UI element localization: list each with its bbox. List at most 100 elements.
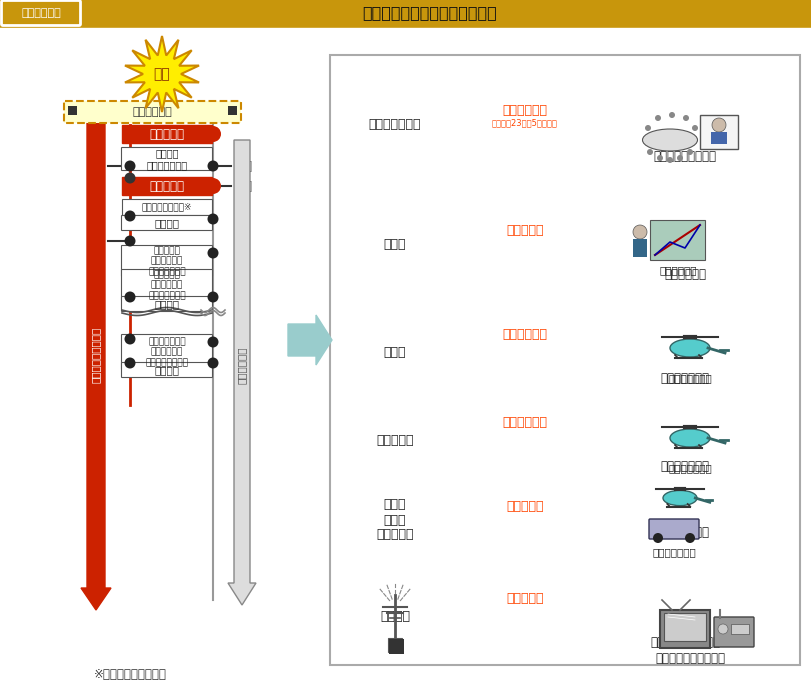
Bar — [392, 639, 394, 642]
Text: 通常時の流れ: 通常時の流れ — [237, 346, 247, 384]
FancyBboxPatch shape — [649, 519, 699, 539]
Bar — [633, 239, 647, 257]
Circle shape — [122, 126, 138, 142]
Ellipse shape — [670, 429, 710, 447]
Circle shape — [125, 161, 135, 171]
Bar — [398, 642, 401, 644]
Bar — [395, 645, 397, 647]
Text: 図２－３－３: 図２－３－３ — [21, 8, 61, 18]
Text: 震度５弱以上: 震度５弱以上 — [503, 328, 547, 340]
Circle shape — [653, 533, 663, 543]
Text: 各地の震度
に関する情報
（震度１以上）: 各地の震度 に関する情報 （震度１以上） — [148, 270, 186, 300]
Circle shape — [718, 624, 728, 634]
Text: 津波情報: 津波情報 — [155, 365, 179, 375]
Bar — [389, 648, 392, 651]
Bar — [228, 106, 237, 115]
Circle shape — [685, 533, 695, 543]
Bar — [395, 648, 397, 651]
Bar — [395, 651, 397, 653]
Text: 震度３以上: 震度３以上 — [506, 593, 543, 606]
Bar — [401, 645, 404, 647]
Text: 報道機関: 報道機関 — [380, 611, 410, 624]
FancyBboxPatch shape — [122, 270, 212, 301]
Bar — [398, 651, 401, 653]
Text: 震度４以上: 震度４以上 — [506, 500, 543, 513]
Circle shape — [647, 149, 653, 155]
FancyBboxPatch shape — [2, 1, 80, 26]
Circle shape — [205, 126, 221, 142]
Ellipse shape — [670, 339, 710, 357]
Bar — [395, 639, 397, 642]
Bar — [388, 638, 402, 652]
Circle shape — [687, 149, 693, 155]
Text: 津波警報等: 津波警報等 — [149, 128, 184, 141]
Text: 震源・震度
に関する情報
（震度３以上）: 震源・震度 に関する情報 （震度３以上） — [148, 246, 186, 276]
Bar — [392, 648, 394, 651]
Bar — [401, 651, 404, 653]
Text: 内閣府: 内閣府 — [384, 238, 406, 252]
Bar — [392, 642, 394, 644]
Circle shape — [208, 161, 218, 171]
Circle shape — [669, 112, 675, 118]
Circle shape — [692, 125, 698, 131]
Circle shape — [633, 225, 647, 239]
Bar — [398, 639, 401, 642]
Text: ２分: ２分 — [88, 159, 102, 173]
Text: 地震: 地震 — [153, 67, 170, 81]
Circle shape — [205, 178, 221, 194]
Text: テレビ・ラジオで速報: テレビ・ラジオで速報 — [655, 651, 725, 665]
FancyBboxPatch shape — [122, 148, 212, 170]
Bar — [392, 651, 394, 653]
Bar — [711, 132, 727, 144]
Circle shape — [667, 157, 673, 163]
Circle shape — [208, 247, 218, 258]
Circle shape — [645, 125, 651, 131]
FancyBboxPatch shape — [714, 617, 754, 647]
Text: ２分: ２分 — [238, 159, 252, 173]
FancyBboxPatch shape — [122, 297, 212, 311]
Bar — [389, 645, 392, 647]
Text: 地震発生直後の震度情報の活用: 地震発生直後の震度情報の活用 — [363, 6, 497, 21]
Text: ５分: ５分 — [88, 234, 102, 247]
Bar — [68, 106, 77, 115]
Bar — [660, 610, 710, 648]
Text: 緊急参集チーム参集: 緊急参集チーム参集 — [654, 150, 716, 162]
Polygon shape — [125, 36, 199, 112]
Text: ※津波予報なしの場合: ※津波予報なしの場合 — [93, 669, 166, 681]
FancyArrow shape — [288, 315, 332, 365]
Text: 震度５弱以上: 震度５弱以上 — [503, 416, 547, 428]
Bar — [731, 624, 749, 634]
Circle shape — [677, 155, 683, 161]
Bar — [650, 220, 705, 260]
Circle shape — [125, 333, 135, 344]
Ellipse shape — [642, 129, 697, 151]
Circle shape — [683, 115, 689, 121]
FancyBboxPatch shape — [64, 101, 241, 123]
Text: 防衛省: 防衛省 — [384, 346, 406, 358]
FancyBboxPatch shape — [122, 335, 212, 369]
Circle shape — [208, 337, 218, 347]
Bar — [389, 639, 392, 642]
Bar — [398, 648, 401, 651]
Text: 内閣情報調査室: 内閣情報調査室 — [369, 119, 421, 132]
Text: 被害状況の調査: 被害状況の調査 — [660, 525, 710, 538]
Text: 津波情報: 津波情報 — [155, 218, 179, 228]
Text: 地震被害推計: 地震被害推計 — [659, 265, 697, 275]
Text: 震度速報
（震度３以上）: 震度速報 （震度３以上） — [147, 148, 187, 170]
FancyBboxPatch shape — [122, 362, 212, 378]
Bar — [122, 177, 212, 195]
Circle shape — [125, 173, 135, 184]
Circle shape — [208, 292, 218, 303]
Bar — [401, 642, 404, 644]
Circle shape — [125, 358, 135, 369]
Circle shape — [125, 211, 135, 222]
Bar — [389, 642, 392, 644]
Bar — [398, 645, 401, 647]
Bar — [330, 55, 800, 665]
Text: 警察庁
消防庁
国土交通省: 警察庁 消防庁 国土交通省 — [376, 498, 414, 541]
Bar — [122, 125, 212, 143]
Text: 震源に関する情報※: 震源に関する情報※ — [142, 202, 192, 211]
Circle shape — [712, 118, 726, 132]
Bar — [664, 613, 706, 641]
FancyArrow shape — [228, 140, 256, 605]
